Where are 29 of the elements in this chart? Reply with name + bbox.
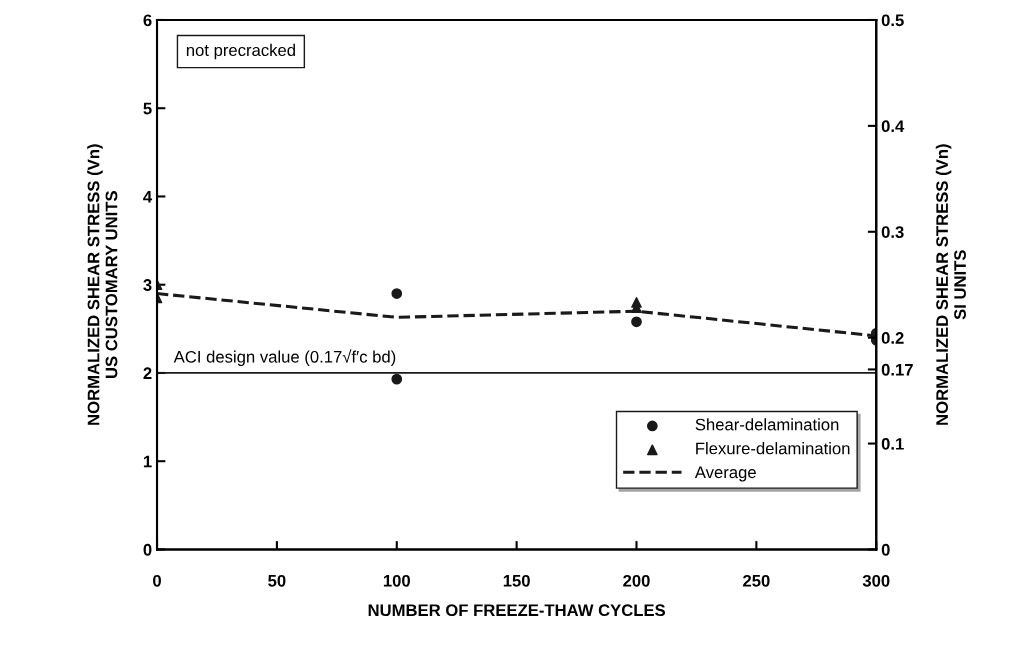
x-tick-label: 100 <box>383 574 410 587</box>
y-tick-label: 2 <box>143 367 152 379</box>
y2-tick-label: 0.2 <box>881 332 904 344</box>
y2-tick-label: 0.5 <box>881 14 904 27</box>
legend-label: Flexure-delamination <box>696 442 850 455</box>
y2-tick-label: 0 <box>881 543 890 556</box>
x-tick-label: 200 <box>623 574 650 587</box>
y-tick-label: 1 <box>143 455 152 468</box>
y-tick-label: 5 <box>143 102 152 115</box>
y2-axis-title: NORMALIZED SHEAR STRESS (Vn) SI UNITS <box>935 144 966 425</box>
y-tick-label: 0 <box>143 543 152 556</box>
legend-label: Shear-delamination <box>695 418 839 431</box>
y-axis-title: NORMALIZED SHEAR STRESS (Vn) US CUSTOMARY UNITS <box>87 144 118 425</box>
y2-tick-label: 0.17 <box>881 363 913 376</box>
x-tick-label: 250 <box>743 574 770 587</box>
ref-line-label: ACI design value (0.17√f′c bd) <box>173 349 396 367</box>
annotation: not precracked <box>186 43 295 60</box>
x-tick-label: 300 <box>862 574 890 587</box>
x-axis-title: NUMBER OF FREEZE-THAW CYCLES <box>368 604 666 617</box>
x-tick-label: 50 <box>268 574 286 587</box>
y-tick-label: 3 <box>143 279 152 291</box>
x-tick-label: 150 <box>503 574 530 587</box>
y-tick-label: 4 <box>143 191 153 203</box>
legend-label: Average <box>694 466 756 482</box>
y2-tick-label: 0.4 <box>881 120 905 133</box>
y2-tick-label: 0.1 <box>881 437 904 450</box>
x-tick-label: 0 <box>153 574 161 587</box>
y-tick-label: 6 <box>143 14 152 27</box>
y2-tick-label: 0.3 <box>881 226 904 238</box>
